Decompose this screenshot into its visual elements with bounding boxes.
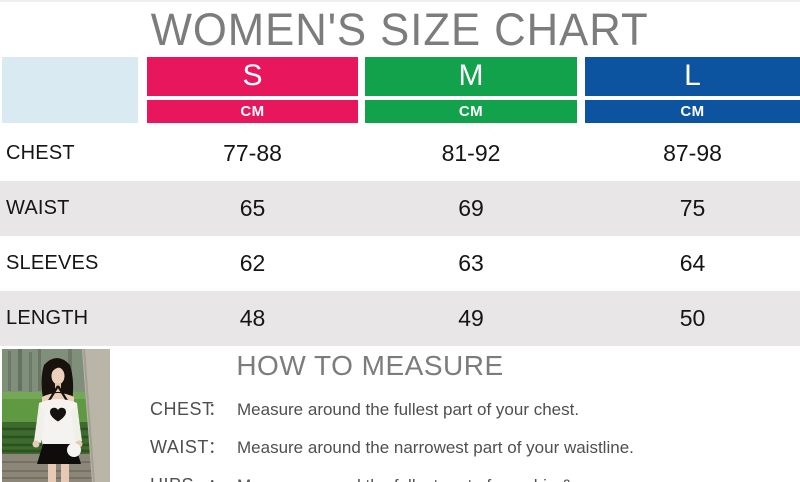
how-to-measure-heading: HOW TO MEASURE bbox=[236, 350, 504, 381]
right-sleeve bbox=[71, 405, 82, 443]
cell-sleeves-l: 64 bbox=[679, 250, 706, 276]
cell-waist-s: 65 bbox=[239, 195, 266, 221]
row-label: LENGTH bbox=[6, 307, 89, 329]
cell-length-l: 50 bbox=[679, 305, 706, 331]
table-row-sleeves: SLEEVES 62 63 64 bbox=[0, 236, 800, 291]
colon: ： bbox=[208, 476, 225, 482]
model-photo bbox=[2, 349, 110, 482]
corner-cell bbox=[2, 57, 138, 123]
unit-cell-m: CM bbox=[365, 100, 577, 123]
cell-sleeves-s: 62 bbox=[239, 250, 266, 276]
size-header-s: S bbox=[147, 57, 358, 96]
size-header-l: L bbox=[585, 57, 800, 96]
measure-instructions: HOW TO MEASURE CHEST： Measure around the … bbox=[150, 349, 634, 482]
title-bar: WOMEN'S SIZE CHART bbox=[0, 2, 800, 57]
colon: ： bbox=[208, 400, 225, 419]
measure-label: CHEST bbox=[150, 399, 214, 419]
measure-line-waist: WAIST： Measure around the narrowest part … bbox=[150, 433, 634, 458]
measure-text: Measure around the fullest part of your … bbox=[237, 476, 611, 482]
wall bbox=[82, 349, 110, 482]
row-label: WAIST bbox=[6, 197, 70, 219]
model-photo-illustration bbox=[2, 349, 110, 482]
model-top bbox=[37, 399, 79, 446]
measure-line-chest: CHEST： Measure around the fullest part of… bbox=[150, 395, 610, 420]
size-table-header: S M L CM CM CM bbox=[0, 57, 800, 123]
cell-length-s: 48 bbox=[239, 305, 266, 331]
cell-chest-s: 77-88 bbox=[223, 140, 282, 166]
cell-sleeves-m: 63 bbox=[458, 250, 484, 276]
left-sleeve bbox=[34, 405, 45, 443]
measure-text: Measure around the fullest part of your … bbox=[237, 400, 580, 419]
table-row-chest: CHEST 77-88 81-92 87-98 bbox=[0, 126, 800, 181]
size-header-m: M bbox=[365, 57, 577, 96]
measure-line-hips: HIPS： Measure around the fullest part of … bbox=[150, 471, 611, 482]
model-face bbox=[51, 367, 65, 385]
row-label: CHEST bbox=[6, 142, 75, 164]
table-row-waist: WAIST 65 69 75 bbox=[0, 181, 800, 236]
cell-chest-m: 81-92 bbox=[441, 140, 501, 166]
unit-cell-l: CM bbox=[585, 100, 800, 123]
measure-label: WAIST bbox=[150, 437, 209, 457]
unit-cell-s: CM bbox=[147, 100, 358, 123]
how-to-measure-section: HOW TO MEASURE CHEST： Measure around the … bbox=[0, 346, 800, 482]
model-legs bbox=[48, 464, 56, 482]
size-table-body: CHEST 77-88 81-92 87-98 WAIST 65 69 75 S… bbox=[0, 126, 800, 346]
heart-cutout bbox=[50, 407, 66, 422]
table-row-length: LENGTH 48 49 50 bbox=[0, 291, 800, 346]
colon: ： bbox=[208, 438, 225, 457]
cell-chest-l: 87-98 bbox=[663, 140, 722, 166]
measure-text: Measure around the narrowest part of you… bbox=[237, 438, 634, 457]
page-title: WOMEN'S SIZE CHART bbox=[151, 3, 649, 55]
measure-label: HIPS bbox=[150, 475, 208, 482]
row-label: SLEEVES bbox=[6, 252, 99, 274]
cell-waist-m: 69 bbox=[458, 195, 484, 221]
cell-waist-l: 75 bbox=[679, 195, 706, 221]
white-accessory bbox=[67, 443, 81, 457]
cell-length-m: 49 bbox=[458, 305, 484, 331]
